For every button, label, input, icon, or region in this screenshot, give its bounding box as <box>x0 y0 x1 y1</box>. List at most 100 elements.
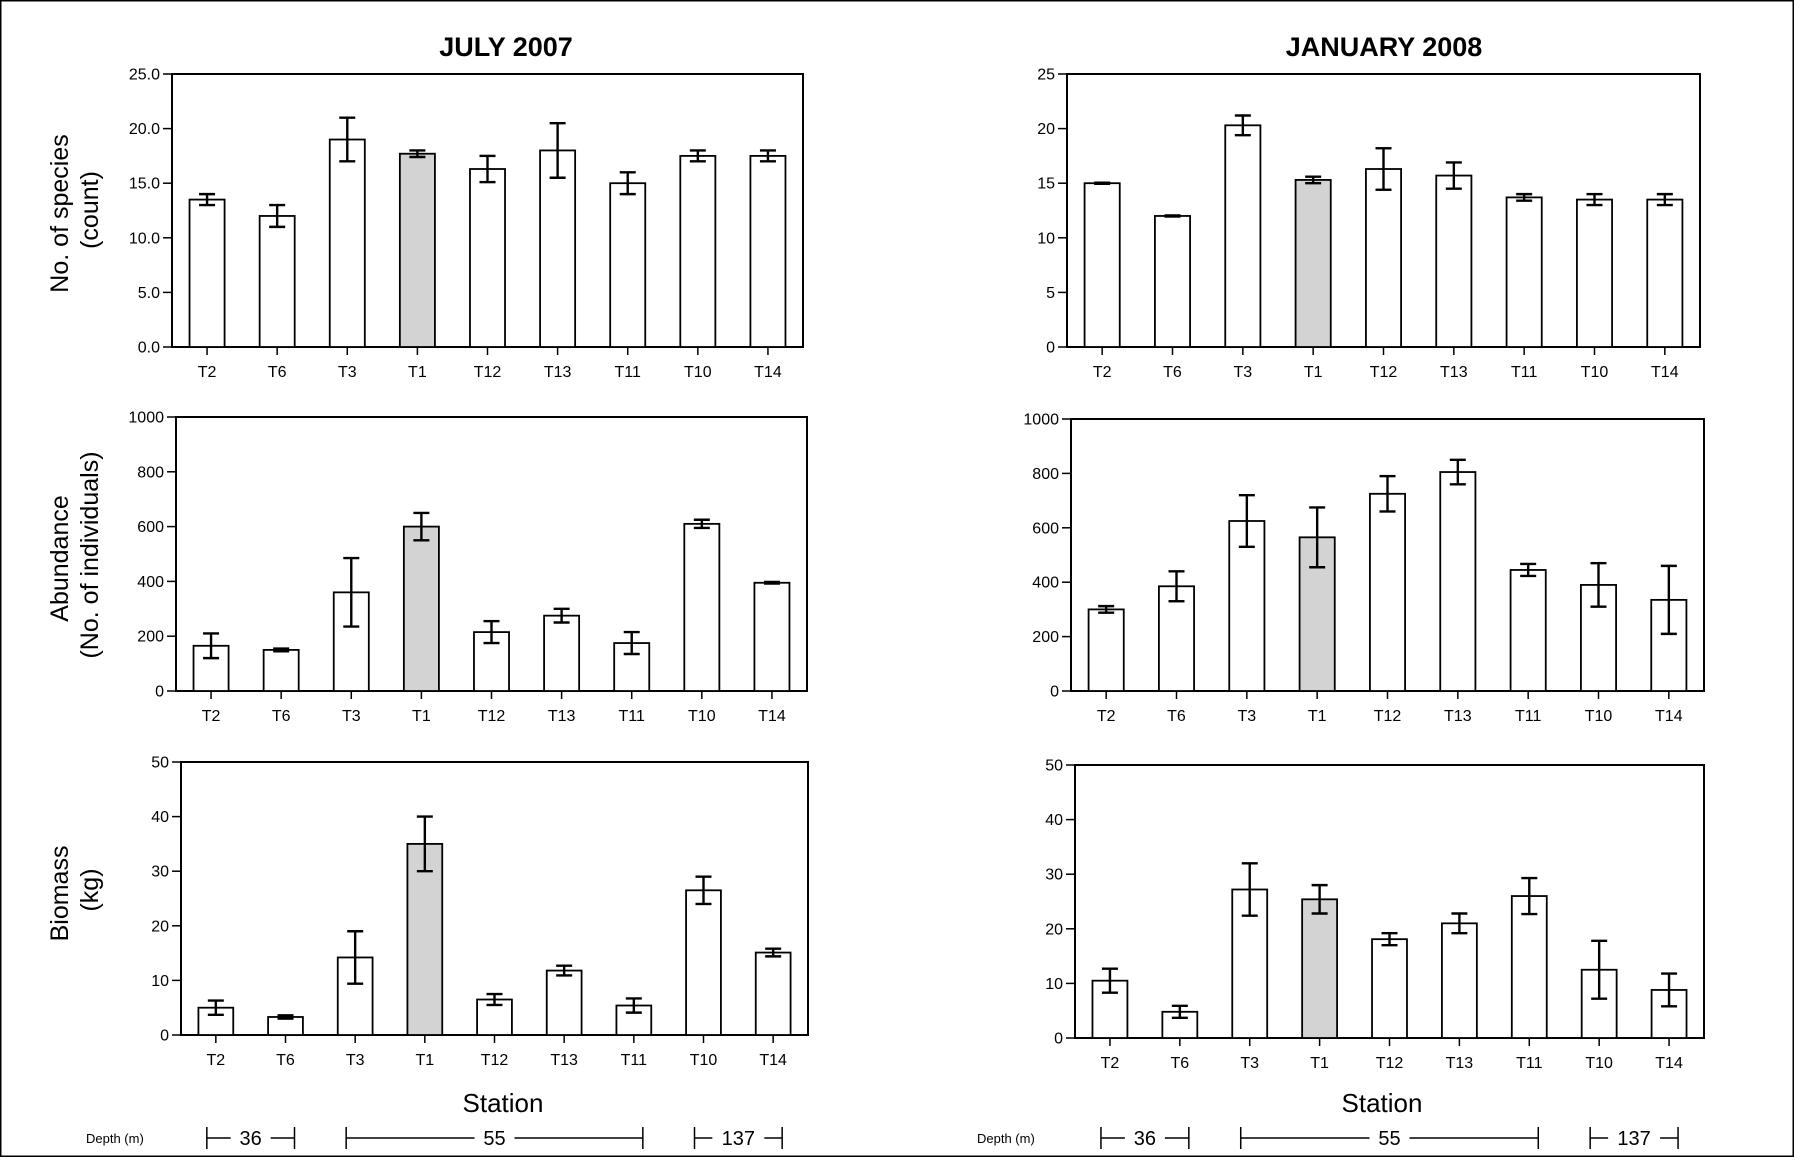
error-bar-t10 <box>693 518 710 530</box>
x-tick-label-t11: T11 <box>1515 708 1541 725</box>
error-bar-t12 <box>1381 931 1398 947</box>
bar-t11 <box>1505 196 1543 348</box>
x-tick-label-t6: T6 <box>272 708 291 725</box>
y-tick-label: 0.0 <box>138 340 160 357</box>
x-tick-label-t13: T13 <box>1444 708 1472 725</box>
error-bar-t10 <box>1586 192 1603 207</box>
bar-t1 <box>402 525 440 692</box>
x-tick-label-t2: T2 <box>1101 1055 1120 1072</box>
bar-t11 <box>609 182 647 348</box>
error-bar-t13 <box>1449 458 1466 486</box>
error-bar-t1 <box>1311 883 1328 915</box>
bar-t1 <box>406 843 444 1036</box>
bar-t10 <box>685 889 722 1036</box>
error-bar-t10 <box>1591 939 1608 1000</box>
y-tick-label: 1000 <box>128 410 164 427</box>
x-tick-label-t1: T1 <box>412 708 431 725</box>
x-tick-label-t14: T14 <box>754 364 782 381</box>
depth-value: 137 <box>1617 1128 1650 1150</box>
depth-value: 137 <box>722 1128 755 1150</box>
y-tick-label: 10 <box>151 973 169 990</box>
y-label-abundance-line1: Abundance <box>46 495 74 622</box>
error-bar-t6 <box>269 203 286 229</box>
y-label-biomass-line2: (kg) <box>76 868 104 911</box>
bar-t2 <box>1083 182 1121 348</box>
bar-t3 <box>1228 520 1266 692</box>
error-bar-t1 <box>416 815 433 873</box>
y-tick-label: 40 <box>1045 812 1063 829</box>
depth-bracket-55-january: 55 <box>1239 1127 1540 1150</box>
error-bar-t14 <box>759 149 776 163</box>
y-label-species-line1: No. of species <box>46 134 74 292</box>
error-bar-t11 <box>1521 876 1538 916</box>
error-bar-t6 <box>273 647 290 653</box>
x-tick-label-t1: T1 <box>1308 708 1327 725</box>
bar-t12 <box>469 168 506 348</box>
depth-value: 36 <box>1134 1128 1156 1150</box>
y-tick-label: 25.0 <box>129 67 160 84</box>
chart-jul-abundance: 0 200 400 600 800 1000 T2 T6 T3 T1 T12 T13 T11 T10 T14 <box>128 410 808 725</box>
x-tick-label-t2: T2 <box>206 1052 225 1069</box>
error-bar-t3 <box>339 116 356 163</box>
x-tick-label-t1: T1 <box>415 1052 434 1069</box>
error-bar-t3 <box>1238 493 1255 549</box>
error-bar-t11 <box>619 171 636 196</box>
x-tick-label-t3: T3 <box>1240 1055 1259 1072</box>
bar-t11 <box>1510 895 1548 1039</box>
error-bar-t1 <box>1305 175 1322 185</box>
x-tick-label-t2: T2 <box>1097 708 1116 725</box>
error-bar-t13 <box>556 964 573 977</box>
x-axis-title-january: Station <box>1342 1088 1423 1118</box>
y-label-abundance-line2: (No. of individuals) <box>76 451 104 658</box>
error-bar-t6 <box>1171 1004 1188 1019</box>
bar-t14 <box>754 951 792 1036</box>
x-tick-label-t3: T3 <box>346 1052 365 1069</box>
error-bar-t3 <box>343 556 360 628</box>
bar-t6 <box>258 215 296 348</box>
x-tick-label-t6: T6 <box>1170 1055 1189 1072</box>
error-bar-t3 <box>1234 114 1251 137</box>
y-tick-label: 0 <box>1050 684 1059 701</box>
error-bar-t1 <box>1309 506 1326 569</box>
y-tick-label: 20 <box>1037 121 1055 138</box>
error-bar-t12 <box>486 992 503 1007</box>
x-tick-label-t10: T10 <box>690 1052 718 1069</box>
x-tick-label-t11: T11 <box>619 708 645 725</box>
y-tick-label: 800 <box>137 464 164 481</box>
x-tick-label-t11: T11 <box>621 1052 647 1069</box>
error-bar-t14 <box>1660 564 1677 636</box>
bar-t11 <box>1509 569 1547 692</box>
y-label-species: No. of species (count) <box>46 127 104 292</box>
x-tick-label-t2: T2 <box>1093 364 1112 381</box>
x-tick-label-t13: T13 <box>1446 1055 1474 1072</box>
y-tick-label: 20 <box>1045 921 1063 938</box>
x-tick-label-t3: T3 <box>1237 708 1256 725</box>
bar-t14 <box>753 581 791 692</box>
error-bar-t14 <box>765 947 782 958</box>
bar-t6 <box>262 649 300 692</box>
error-bar-t14 <box>1656 192 1673 207</box>
x-tick-label-t1: T1 <box>408 364 427 381</box>
x-tick-label-t6: T6 <box>276 1052 295 1069</box>
y-tick-label: 30 <box>1045 867 1063 884</box>
error-bar-t14 <box>763 580 780 585</box>
y-tick-label: 0 <box>1054 1031 1063 1048</box>
y-tick-label: 50 <box>151 755 169 772</box>
x-tick-label-t3: T3 <box>338 364 357 381</box>
error-bar-t11 <box>623 630 640 656</box>
x-tick-label-t12: T12 <box>1374 708 1402 725</box>
bar-t10 <box>1576 198 1613 348</box>
x-tick-label-t6: T6 <box>1163 364 1182 381</box>
x-tick-label-t12: T12 <box>1376 1055 1404 1072</box>
x-tick-label-t10: T10 <box>1581 364 1609 381</box>
depth-bracket-36-january: 36 <box>1100 1127 1190 1150</box>
error-bar-t2 <box>1101 967 1118 994</box>
bar-t1 <box>1294 179 1332 348</box>
chart-jul-species: 0.0 5.0 10.0 15.0 20.0 25.0 T2 T6 T3 T1 T12 T13 T11 T… <box>129 67 804 381</box>
depth-bracket-55-july: 55 <box>345 1127 644 1150</box>
x-tick-label-t12: T12 <box>481 1052 509 1069</box>
error-bar-t2 <box>1094 181 1111 185</box>
error-bar-t11 <box>1520 562 1537 578</box>
error-bar-t13 <box>1451 912 1468 935</box>
